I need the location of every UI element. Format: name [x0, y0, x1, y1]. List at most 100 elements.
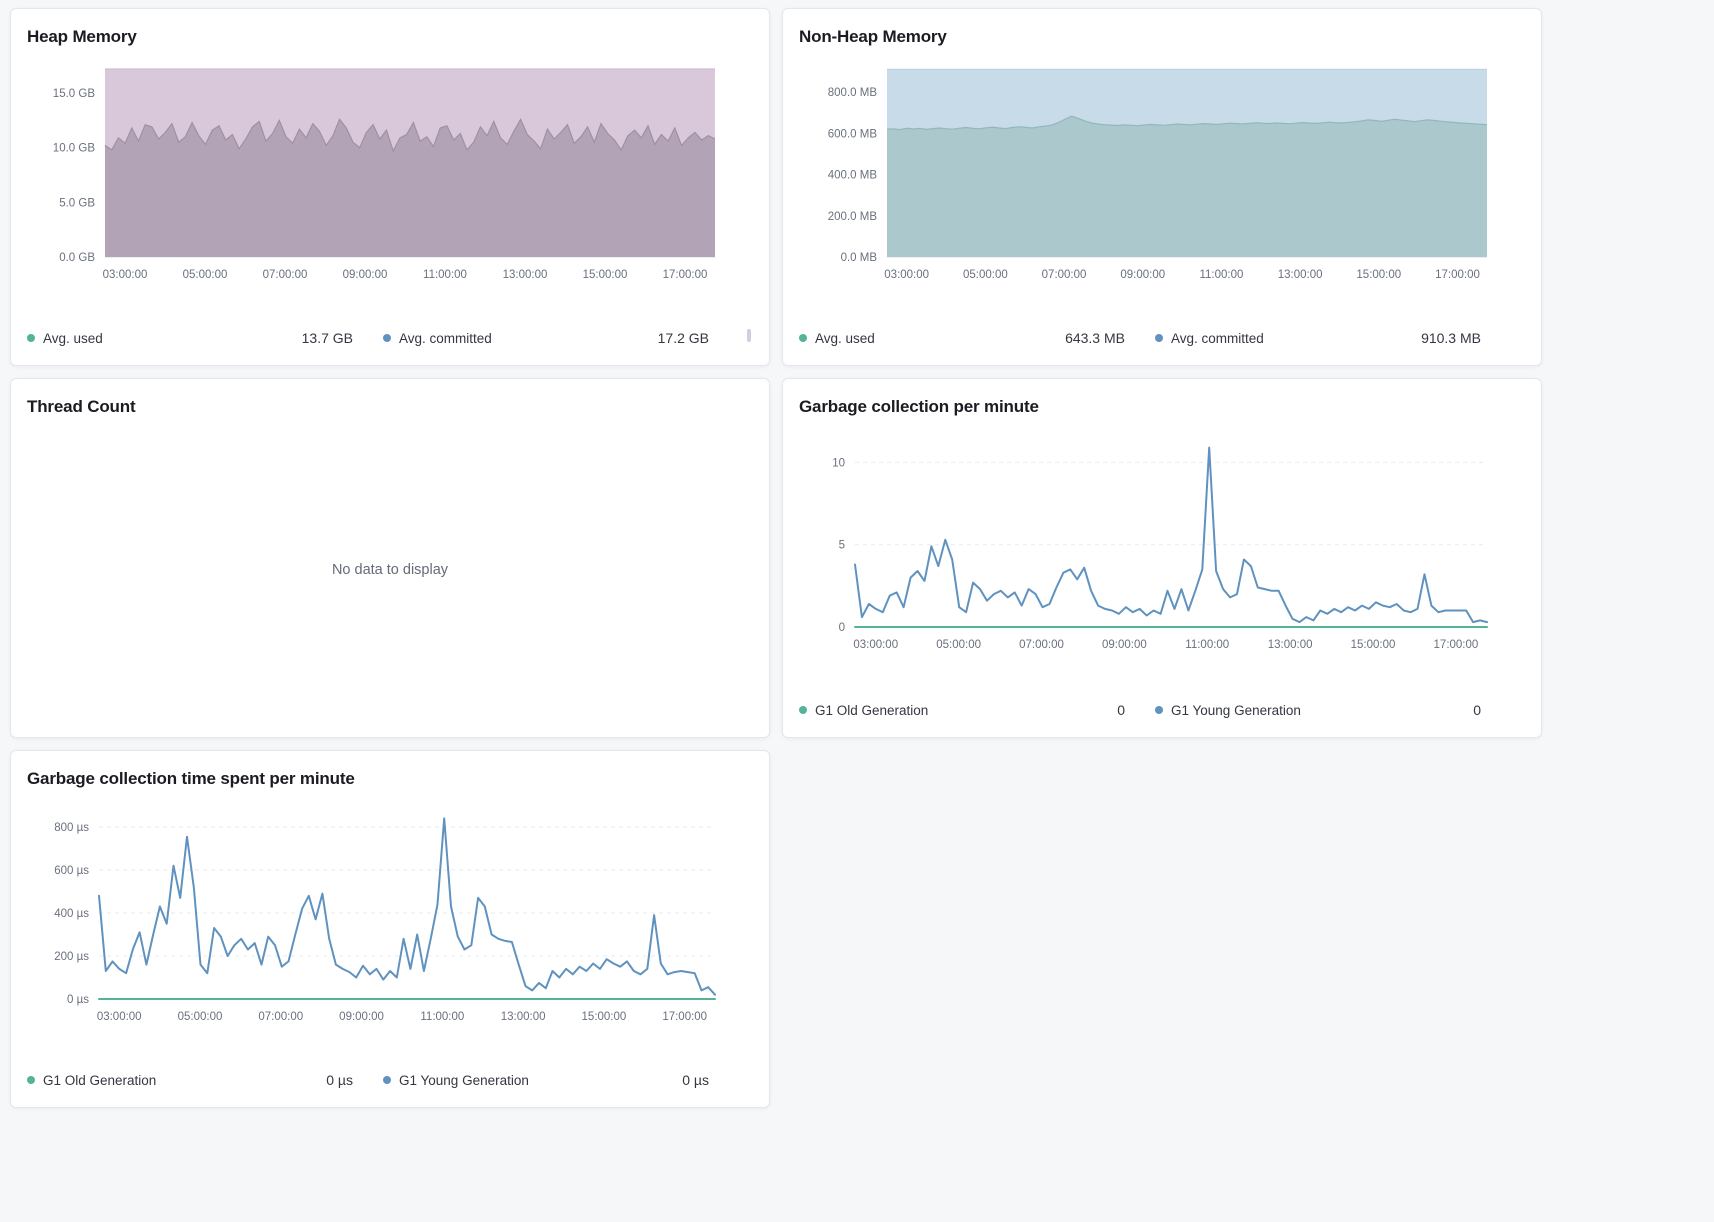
svg-text:03:00:00: 03:00:00 — [97, 1011, 142, 1023]
panel-thread-count: Thread Count No data to display — [10, 378, 770, 738]
no-data-message: No data to display — [331, 562, 449, 578]
gc-time-per-minute-title: Garbage collection time spent per minute — [27, 769, 355, 788]
svg-text:11:00:00: 11:00:00 — [1199, 269, 1243, 281]
svg-text:07:00:00: 07:00:00 — [1042, 269, 1087, 281]
legend-item-avg-used[interactable]: Avg. used 643.3 MB — [799, 330, 1155, 346]
heap-memory-chart[interactable]: 0.0 GB 5.0 GB 10.0 GB 15.0 GB 03:00:00 05:00:… — [27, 59, 753, 283]
legend-item-avg-used[interactable]: Avg. used 13.7 GB — [27, 330, 383, 346]
legend-value: 910.3 MB — [1421, 330, 1481, 346]
metrics-dashboard: Heap Memory 0.0 GB 5.0 GB 10.0 GB 15.0 GB 03… — [10, 8, 1542, 1108]
svg-text:13:00:00: 13:00:00 — [1278, 269, 1323, 281]
svg-text:800 µs: 800 µs — [54, 822, 89, 834]
svg-text:11:00:00: 11:00:00 — [423, 269, 467, 281]
legend-item-g1-old-generation[interactable]: G1 Old Generation 0 — [799, 702, 1155, 718]
legend-item-g1-young-generation[interactable]: G1 Young Generation 0 µs — [383, 1072, 739, 1088]
svg-text:0 µs: 0 µs — [67, 994, 89, 1006]
panel-heap-memory: Heap Memory 0.0 GB 5.0 GB 10.0 GB 15.0 GB 03… — [10, 8, 770, 366]
svg-text:05:00:00: 05:00:00 — [936, 639, 981, 651]
svg-text:5: 5 — [839, 540, 845, 552]
series-dot-g1-old — [27, 1076, 35, 1084]
gc-time-per-minute-legend: G1 Old Generation 0 µs G1 Young Generati… — [27, 1069, 753, 1091]
series-dot-avg-used — [27, 334, 35, 342]
svg-text:400.0 MB: 400.0 MB — [828, 170, 878, 182]
legend-label: G1 Old Generation — [43, 1072, 157, 1088]
heap-memory-legend: Avg. used 13.7 GB Avg. committed 17.2 GB — [27, 327, 753, 349]
svg-text:03:00:00: 03:00:00 — [884, 269, 929, 281]
svg-text:09:00:00: 09:00:00 — [1102, 639, 1147, 651]
svg-text:11:00:00: 11:00:00 — [420, 1011, 464, 1023]
legend-scrollbar[interactable] — [747, 329, 751, 342]
svg-text:13:00:00: 13:00:00 — [1268, 639, 1313, 651]
svg-text:07:00:00: 07:00:00 — [263, 269, 308, 281]
svg-text:09:00:00: 09:00:00 — [339, 1011, 384, 1023]
legend-value: 0 — [1117, 702, 1125, 718]
legend-label: Avg. used — [43, 330, 103, 346]
legend-item-g1-young-generation[interactable]: G1 Young Generation 0 — [1155, 702, 1511, 718]
svg-text:13:00:00: 13:00:00 — [503, 269, 548, 281]
svg-text:600.0 MB: 600.0 MB — [828, 128, 878, 140]
svg-text:800.0 MB: 800.0 MB — [828, 87, 878, 99]
series-dot-avg-committed — [383, 334, 391, 342]
legend-value: 17.2 GB — [657, 330, 709, 346]
svg-text:15:00:00: 15:00:00 — [1356, 269, 1401, 281]
non-heap-memory-chart[interactable]: 0.0 MB 200.0 MB 400.0 MB 600.0 MB 800.0 MB 03… — [799, 59, 1525, 283]
series-dot-avg-committed — [1155, 334, 1163, 342]
legend-value: 13.7 GB — [301, 330, 353, 346]
svg-text:15:00:00: 15:00:00 — [582, 1011, 627, 1023]
svg-text:09:00:00: 09:00:00 — [1120, 269, 1165, 281]
gc-per-minute-chart[interactable]: 0 5 10 03:00:00 05:00:00 07:00:00 09:00:00 11:0… — [799, 429, 1525, 653]
legend-value: 0 µs — [326, 1072, 353, 1088]
series-dot-avg-used — [799, 334, 807, 342]
svg-text:17:00:00: 17:00:00 — [662, 1011, 707, 1023]
legend-label: Avg. committed — [1171, 330, 1264, 346]
svg-text:13:00:00: 13:00:00 — [501, 1011, 546, 1023]
legend-value: 0 — [1473, 702, 1481, 718]
svg-text:0.0 MB: 0.0 MB — [841, 252, 878, 264]
series-dot-g1-old — [799, 706, 807, 714]
svg-text:400 µs: 400 µs — [54, 908, 89, 920]
panel-gc-time-per-minute: Garbage collection time spent per minute… — [10, 750, 770, 1108]
svg-text:200.0 MB: 200.0 MB — [828, 211, 878, 223]
series-dot-g1-young — [1155, 706, 1163, 714]
svg-text:0.0 GB: 0.0 GB — [59, 252, 95, 264]
svg-text:17:00:00: 17:00:00 — [1434, 639, 1479, 651]
svg-text:15:00:00: 15:00:00 — [1351, 639, 1396, 651]
legend-value: 0 µs — [682, 1072, 709, 1088]
svg-text:10: 10 — [832, 457, 845, 469]
svg-text:09:00:00: 09:00:00 — [343, 269, 388, 281]
thread-count-title: Thread Count — [27, 397, 136, 416]
heap-memory-title: Heap Memory — [27, 27, 137, 46]
legend-label: Avg. committed — [399, 330, 492, 346]
svg-text:10.0 GB: 10.0 GB — [53, 143, 96, 155]
non-heap-memory-legend: Avg. used 643.3 MB Avg. committed 910.3 … — [799, 327, 1525, 349]
legend-item-avg-committed[interactable]: Avg. committed 17.2 GB — [383, 330, 739, 346]
svg-text:11:00:00: 11:00:00 — [1185, 639, 1229, 651]
svg-text:05:00:00: 05:00:00 — [183, 269, 228, 281]
svg-text:5.0 GB: 5.0 GB — [59, 197, 95, 209]
svg-text:15:00:00: 15:00:00 — [583, 269, 628, 281]
svg-text:07:00:00: 07:00:00 — [1019, 639, 1064, 651]
series-dot-g1-young — [383, 1076, 391, 1084]
svg-text:17:00:00: 17:00:00 — [1435, 269, 1480, 281]
svg-text:15.0 GB: 15.0 GB — [53, 88, 96, 100]
svg-text:03:00:00: 03:00:00 — [103, 269, 148, 281]
legend-label: G1 Old Generation — [815, 702, 929, 718]
non-heap-memory-title: Non-Heap Memory — [799, 27, 947, 46]
legend-item-avg-committed[interactable]: Avg. committed 910.3 MB — [1155, 330, 1511, 346]
gc-per-minute-title: Garbage collection per minute — [799, 397, 1039, 416]
legend-label: G1 Young Generation — [1171, 702, 1301, 718]
svg-text:07:00:00: 07:00:00 — [258, 1011, 303, 1023]
gc-time-per-minute-chart[interactable]: 0 µs 200 µs 400 µs 600 µs 800 µs 03:00:00 05:0… — [27, 801, 753, 1025]
svg-text:03:00:00: 03:00:00 — [853, 639, 898, 651]
panel-non-heap-memory: Non-Heap Memory 0.0 MB 200.0 MB 400.0 MB 60… — [782, 8, 1542, 366]
legend-value: 643.3 MB — [1065, 330, 1125, 346]
svg-text:17:00:00: 17:00:00 — [663, 269, 708, 281]
svg-text:05:00:00: 05:00:00 — [178, 1011, 223, 1023]
svg-text:05:00:00: 05:00:00 — [963, 269, 1008, 281]
svg-text:200 µs: 200 µs — [54, 951, 89, 963]
panel-gc-per-minute: Garbage collection per minute 0 5 10 03:00:… — [782, 378, 1542, 738]
gc-per-minute-legend: G1 Old Generation 0 G1 Young Generation … — [799, 699, 1525, 721]
legend-label: G1 Young Generation — [399, 1072, 529, 1088]
legend-item-g1-old-generation[interactable]: G1 Old Generation 0 µs — [27, 1072, 383, 1088]
svg-text:600 µs: 600 µs — [54, 865, 89, 877]
